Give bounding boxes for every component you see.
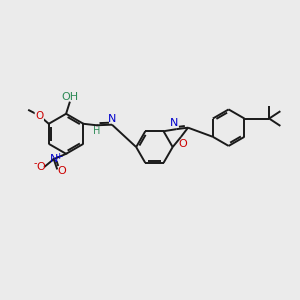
Text: O: O — [36, 162, 45, 172]
Text: O: O — [178, 139, 187, 148]
Text: O: O — [58, 166, 66, 176]
Text: -: - — [34, 158, 37, 169]
Text: O: O — [35, 110, 44, 121]
Text: N: N — [108, 114, 116, 124]
Text: N: N — [50, 154, 58, 164]
Text: +: + — [55, 152, 62, 161]
Text: N: N — [170, 118, 178, 128]
Text: OH: OH — [61, 92, 79, 102]
Text: H: H — [93, 126, 100, 136]
